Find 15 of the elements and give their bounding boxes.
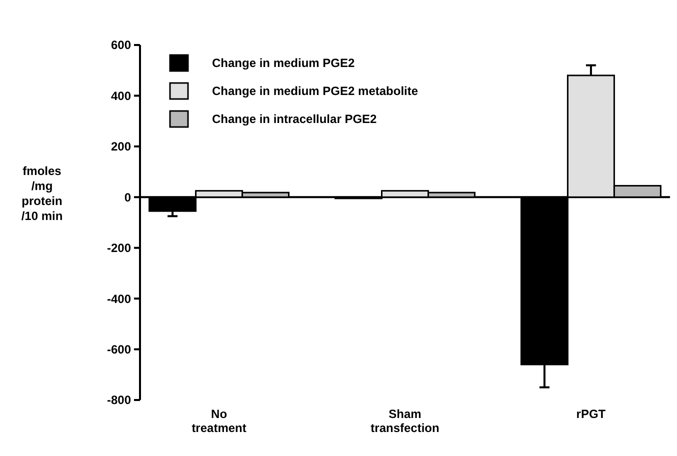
y-tick-label: -800 <box>106 393 132 408</box>
x-tick-label: No treatment <box>192 407 246 435</box>
y-tick-label: 0 <box>124 190 132 204</box>
y-tick-label: -200 <box>106 241 132 256</box>
legend-label: Change in medium PGE2 metabolite <box>212 84 418 98</box>
y-tick-label: -400 <box>106 292 132 306</box>
x-tick-label: rPGT <box>576 407 606 421</box>
y-tick-label: 600 <box>110 38 132 52</box>
y-axis-title: fmoles /mg protein /10 min <box>21 164 63 224</box>
y-tick-label: -600 <box>106 342 132 356</box>
legend-label: Change in medium PGE2 <box>212 56 356 70</box>
legend-label: Change in intracellular PGE2 <box>212 112 378 126</box>
x-tick-label: Sham transfection <box>370 407 440 435</box>
y-tick-label: 200 <box>110 140 132 154</box>
y-tick-label: 400 <box>110 88 132 103</box>
